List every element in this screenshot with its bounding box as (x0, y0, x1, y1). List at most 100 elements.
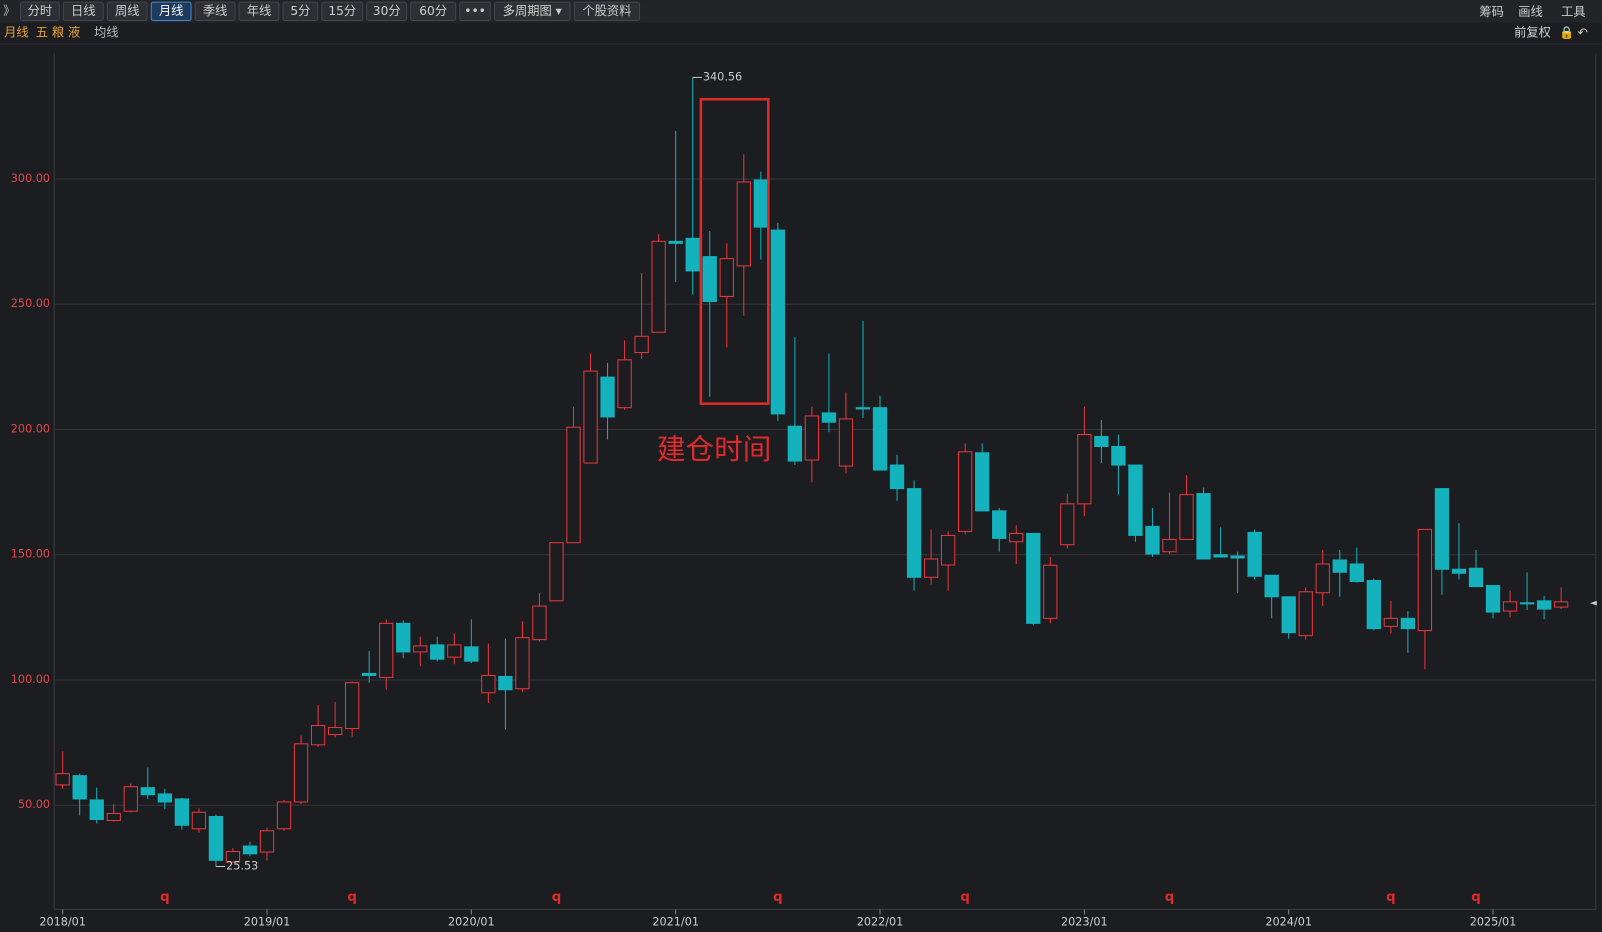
x-tick-label: 2018/01 (39, 916, 86, 929)
tab-label[interactable]: 5分 (290, 4, 310, 18)
tab-button[interactable] (194, 1, 236, 22)
tab-button[interactable] (573, 1, 641, 22)
candle-body (821, 412, 837, 423)
tab-label[interactable]: ••• (464, 4, 486, 18)
candle-body (430, 644, 445, 660)
tab-label[interactable]: 季线 (203, 4, 228, 18)
candle-body (1332, 559, 1347, 573)
candle-body (872, 407, 888, 471)
tool-label[interactable]: 画线 (1518, 5, 1543, 19)
event-marker[interactable]: q (1386, 890, 1396, 905)
tab-label[interactable]: 15分 (328, 4, 356, 18)
undo-icon[interactable]: ↶ (1577, 25, 1587, 39)
candle-body (532, 605, 547, 641)
candle-body (617, 359, 632, 409)
candle-body (1366, 580, 1381, 630)
candle-body (1468, 567, 1484, 588)
event-marker[interactable]: q (347, 890, 357, 905)
tab-label[interactable]: 多周期图 ▾ (503, 4, 563, 18)
candle-body (55, 773, 70, 786)
x-tick-label: 2025/01 (1470, 916, 1517, 929)
candle-body (1451, 568, 1467, 574)
candle-body (89, 799, 104, 820)
y-tick-label: 250.00 (11, 297, 50, 310)
event-marker[interactable]: q (1471, 890, 1481, 905)
candle-body (583, 370, 598, 464)
tab-label[interactable]: 分时 (28, 4, 53, 18)
candle-body (957, 451, 973, 532)
candle-body (327, 727, 343, 736)
candle-body (157, 793, 172, 803)
lock-icon[interactable]: 🔒 (1559, 25, 1574, 39)
candle-body (549, 542, 564, 602)
candle-body (515, 637, 530, 690)
candle-body (702, 256, 717, 302)
candle-body (481, 674, 496, 694)
tab-button[interactable] (62, 1, 104, 22)
candle-body (719, 258, 734, 297)
tab-label[interactable]: 个股资料 (582, 4, 631, 18)
candle-body (1553, 601, 1569, 608)
x-tick-label: 2019/01 (244, 916, 291, 929)
candle-body (106, 812, 121, 821)
tab-button[interactable] (459, 1, 491, 22)
y-tick-label: 150.00 (11, 548, 50, 561)
candle-body (1230, 555, 1245, 559)
price-marker: ◄ (1590, 597, 1598, 608)
candle-body (1009, 532, 1024, 543)
candle-body (753, 179, 768, 228)
tab-button[interactable] (150, 1, 192, 22)
tab-button[interactable] (106, 1, 148, 22)
tab-label[interactable]: 周线 (115, 4, 140, 18)
y-tick-label: 200.00 (11, 422, 50, 435)
candle-body (498, 675, 513, 691)
tab-label[interactable]: 年线 (247, 4, 272, 18)
tool-label[interactable]: 工具 (1561, 5, 1586, 19)
x-tick-label: 2021/01 (652, 916, 699, 929)
tab-button[interactable] (366, 1, 408, 22)
tab-label[interactable]: 60分 (419, 4, 447, 18)
event-marker[interactable]: q (960, 890, 970, 905)
candle-body (566, 426, 581, 544)
candle-body (362, 672, 377, 676)
candle-body (975, 452, 990, 512)
tab-button[interactable] (493, 1, 571, 22)
candle-body (72, 775, 87, 800)
candle-body (685, 237, 700, 272)
event-marker[interactable]: q (552, 890, 562, 905)
indicator-label[interactable]: 均线 (94, 25, 119, 39)
candle-body (1145, 525, 1160, 555)
tab-button[interactable] (321, 1, 364, 22)
tab-button[interactable] (410, 1, 457, 22)
tab-button[interactable] (19, 1, 60, 22)
tab-label[interactable]: 月线 (159, 4, 184, 18)
tab-label[interactable]: 30分 (373, 4, 401, 18)
candle-body (1519, 602, 1535, 605)
candle-body (1043, 564, 1058, 619)
stock-name: 五 粮 液 (36, 24, 81, 39)
candle-body (123, 786, 138, 812)
event-marker[interactable]: q (1165, 890, 1175, 905)
tab-button[interactable] (282, 1, 319, 22)
period-label: 月线 (4, 25, 29, 39)
event-marker[interactable]: q (773, 890, 783, 905)
candle-body (1315, 563, 1330, 594)
candle-body (1536, 600, 1552, 610)
candle-body (140, 787, 155, 796)
adjust-label[interactable]: 前复权 (1514, 24, 1551, 39)
candle-body (1298, 591, 1313, 637)
y-tick-label: 300.00 (11, 172, 50, 185)
tool-label[interactable]: 筹码 (1479, 5, 1503, 19)
candle-body (1060, 503, 1075, 546)
tab-label[interactable]: 日线 (71, 4, 96, 18)
candle-body (464, 646, 479, 662)
candle-body (174, 798, 190, 826)
candle-body (379, 622, 394, 678)
collapse-icon[interactable]: 》 (3, 4, 15, 18)
candle-body (1264, 574, 1279, 598)
y-tick-label: 50.00 (18, 798, 50, 811)
event-marker[interactable]: q (160, 890, 169, 905)
tab-button[interactable] (238, 1, 280, 22)
